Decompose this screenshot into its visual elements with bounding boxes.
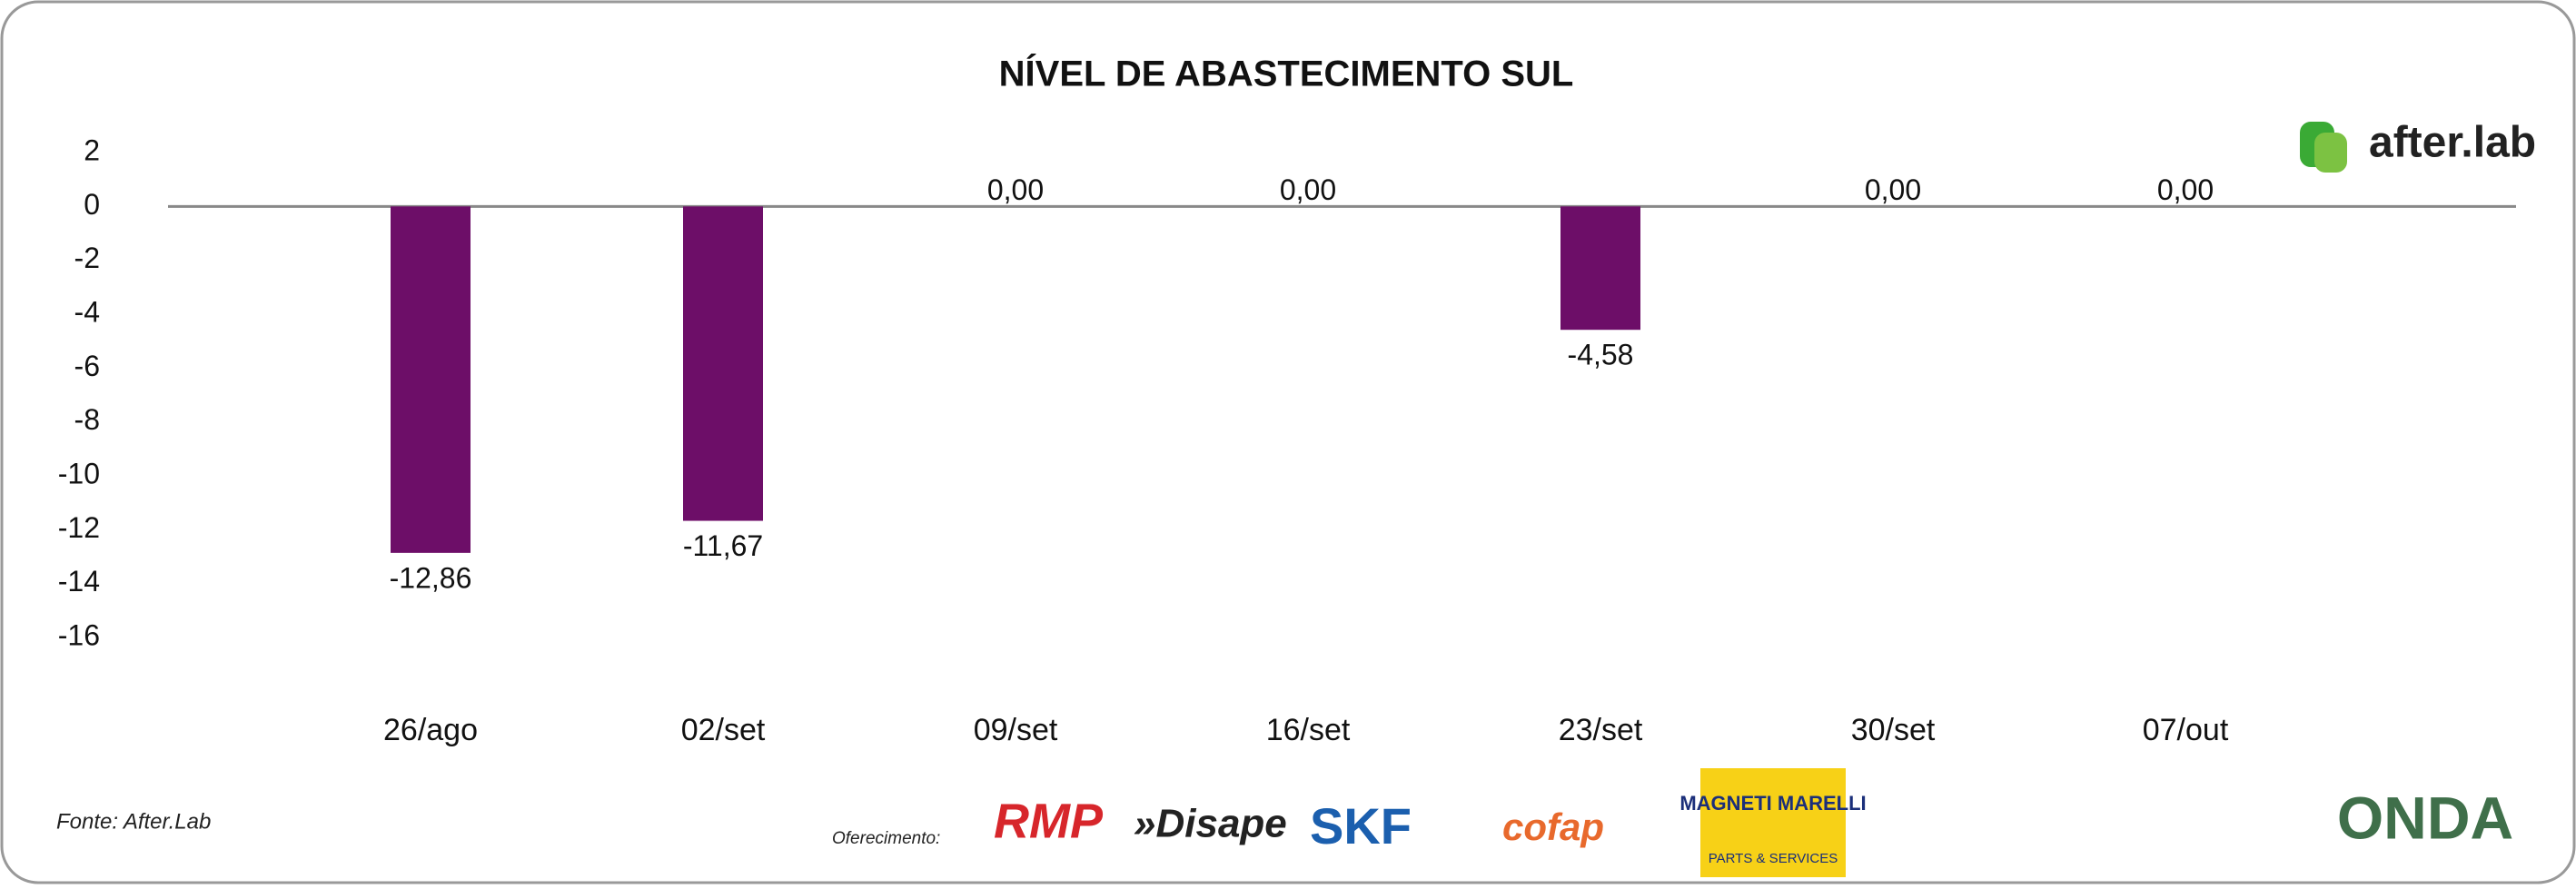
- sponsor-logo: SKF: [1310, 797, 1412, 854]
- x-tick-label: 02/set: [681, 713, 766, 747]
- y-tick-label: -12: [58, 511, 100, 544]
- sponsor-logo: PARTS & SERVICES: [1709, 851, 1838, 866]
- data-label: -11,67: [683, 529, 763, 562]
- x-tick-label: 16/set: [1266, 713, 1351, 747]
- y-tick-label: -4: [74, 295, 100, 328]
- x-tick-label: 23/set: [1559, 713, 1643, 747]
- data-label: 0,00: [2157, 173, 2214, 206]
- data-label: -4,58: [1568, 339, 1634, 371]
- y-tick-label: -6: [74, 350, 100, 382]
- y-tick-label: 0: [84, 188, 100, 221]
- data-label: 0,00: [1865, 173, 1921, 206]
- source: Fonte: After.Lab: [56, 809, 211, 834]
- sponsor-logo: »Disape: [1134, 802, 1287, 846]
- bar: [1560, 206, 1640, 331]
- y-tick-label: -8: [74, 403, 100, 436]
- x-tick-label: 07/out: [2143, 713, 2229, 747]
- x-tick-label: 26/ago: [383, 713, 478, 747]
- x-tick-label: 09/set: [974, 713, 1058, 747]
- brand-icon: [2314, 133, 2347, 173]
- bar: [391, 206, 471, 553]
- sponsor-logo-box: [1700, 768, 1846, 877]
- data-label: 0,00: [1280, 173, 1336, 206]
- data-label: -12,86: [390, 561, 472, 594]
- footer-logo: ONDA: [2337, 784, 2513, 851]
- sponsor-logo: RMP: [994, 794, 1104, 848]
- sponsor-logo: cofap: [1502, 805, 1604, 848]
- y-tick-label: -2: [74, 242, 100, 274]
- y-tick-label: -10: [58, 457, 100, 489]
- bar: [683, 206, 763, 521]
- y-tick-label: -16: [58, 618, 100, 651]
- sponsor-logo: MAGNETI MARELLI: [1679, 792, 1866, 815]
- x-tick-label: 30/set: [1851, 713, 1936, 747]
- sponsor-label: Oferecimento:: [832, 829, 940, 848]
- data-label: 0,00: [987, 173, 1044, 206]
- brand-name: after.lab: [2369, 119, 2536, 167]
- brand-logo: after.lab: [2300, 119, 2536, 173]
- chart-title: NÍVEL DE ABASTECIMENTO SUL: [999, 54, 1574, 94]
- y-tick-label: 2: [84, 133, 100, 166]
- y-tick-label: -14: [58, 565, 100, 598]
